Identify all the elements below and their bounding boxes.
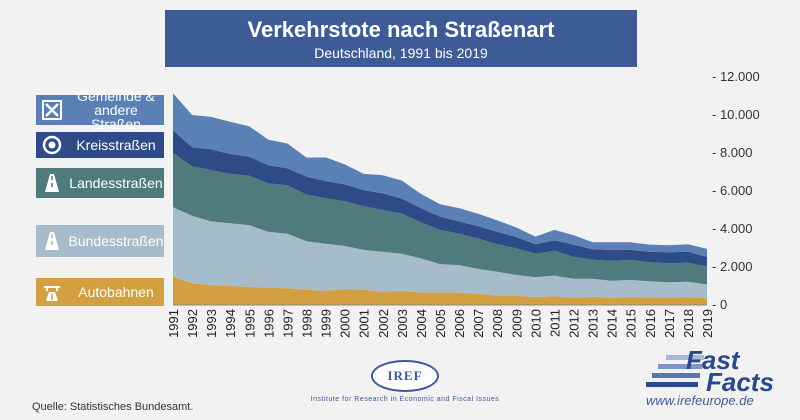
x-tick-label: 2016 xyxy=(643,309,658,338)
legend-label-federal: Bundesstraßen xyxy=(68,233,164,249)
area-series-0 xyxy=(173,276,707,305)
title-banner: Verkehrstote nach Straßenart Deutschland… xyxy=(165,10,637,67)
legend-item-federal: Bundesstraßen xyxy=(36,225,164,257)
legend-item-municipal: Gemeinde & andere Straßen xyxy=(36,89,164,131)
x-tick-label: 1997 xyxy=(280,309,295,338)
y-tick-label: - 0 xyxy=(712,297,727,312)
y-tick-label: - 12.000 xyxy=(712,69,760,84)
legend-label-district: Kreisstraßen xyxy=(76,137,156,153)
motorway-icon xyxy=(44,286,60,301)
brand-url: www.irefeurope.de xyxy=(646,393,754,408)
chart-title: Verkehrstote nach Straßenart xyxy=(247,17,555,42)
fast-facts-word1: Fast xyxy=(686,345,740,375)
area-series-3 xyxy=(173,130,707,267)
legend-label-state: Landesstraßen xyxy=(69,175,163,191)
x-tick-label: 2003 xyxy=(395,309,410,338)
x-tick-label: 2014 xyxy=(605,309,620,338)
area-series-1 xyxy=(173,207,707,299)
area-series-2 xyxy=(173,153,707,285)
x-tick-label: 1999 xyxy=(319,309,334,338)
y-tick-label: - 10.000 xyxy=(712,107,760,122)
y-tick-label: - 6.000 xyxy=(712,183,752,198)
x-tick-label: 2005 xyxy=(433,309,448,338)
x-tick-label: 1998 xyxy=(300,309,315,338)
legend-label-municipal: Gemeinde & andere Straßen xyxy=(77,88,155,132)
y-tick-label: - 8.000 xyxy=(712,145,752,160)
fast-facts-logo: Fast Facts www.irefeurope.de xyxy=(646,345,796,415)
x-tick-label: 2007 xyxy=(471,309,486,338)
federal-road-icon xyxy=(45,232,59,250)
x-tick-label: 2008 xyxy=(490,309,505,338)
x-tick-label: 2000 xyxy=(338,309,353,338)
x-tick-label: 2012 xyxy=(567,309,582,338)
y-tick-label: - 4.000 xyxy=(712,221,752,236)
fast-facts-word2: Facts xyxy=(706,367,774,397)
x-tick-label: 2017 xyxy=(662,309,677,338)
legend-item-state: Landesstraßen xyxy=(36,168,164,198)
chart-subtitle: Deutschland, 1991 bis 2019 xyxy=(314,45,488,61)
x-tick-label: 2015 xyxy=(624,309,639,338)
x-tick-label: 2010 xyxy=(528,309,543,338)
x-tick-label: 1992 xyxy=(185,309,200,338)
iref-logo-tagline: Institute for Research in Economic and F… xyxy=(310,396,500,403)
x-tick-label: 2009 xyxy=(509,309,524,338)
x-tick-label: 1995 xyxy=(242,309,257,338)
x-tick-label: 1991 xyxy=(166,309,181,338)
x-tick-label: 2018 xyxy=(681,309,696,338)
x-tick-label: 2006 xyxy=(452,309,467,338)
iref-logo: IREF Institute for Research in Economic … xyxy=(300,360,510,403)
x-tick-label: 2011 xyxy=(547,309,562,337)
x-tick-label: 1993 xyxy=(204,309,219,338)
state-road-icon xyxy=(45,174,59,192)
legend-label-motorway: Autobahnen xyxy=(78,284,154,300)
legend-item-motorway: Autobahnen xyxy=(36,278,164,306)
iref-logo-name: IREF xyxy=(371,360,439,392)
x-tick-label: 2004 xyxy=(414,309,429,338)
x-tick-label: 2002 xyxy=(376,309,391,338)
y-tick-label: - 2.000 xyxy=(712,259,752,274)
x-tick-label: 2019 xyxy=(700,309,715,338)
legend-item-district: Kreisstraßen xyxy=(36,132,164,158)
district-road-icon xyxy=(42,135,62,155)
x-tick-label: 2001 xyxy=(357,309,372,338)
x-tick-label: 1996 xyxy=(261,309,276,338)
municipal-road-icon xyxy=(42,100,62,120)
source-note: Quelle: Statistisches Bundesamt. xyxy=(32,401,194,413)
x-tick-label: 1994 xyxy=(223,309,238,338)
fast-facts-speed-lines-icon xyxy=(646,355,704,387)
x-tick-label: 2013 xyxy=(586,309,601,338)
